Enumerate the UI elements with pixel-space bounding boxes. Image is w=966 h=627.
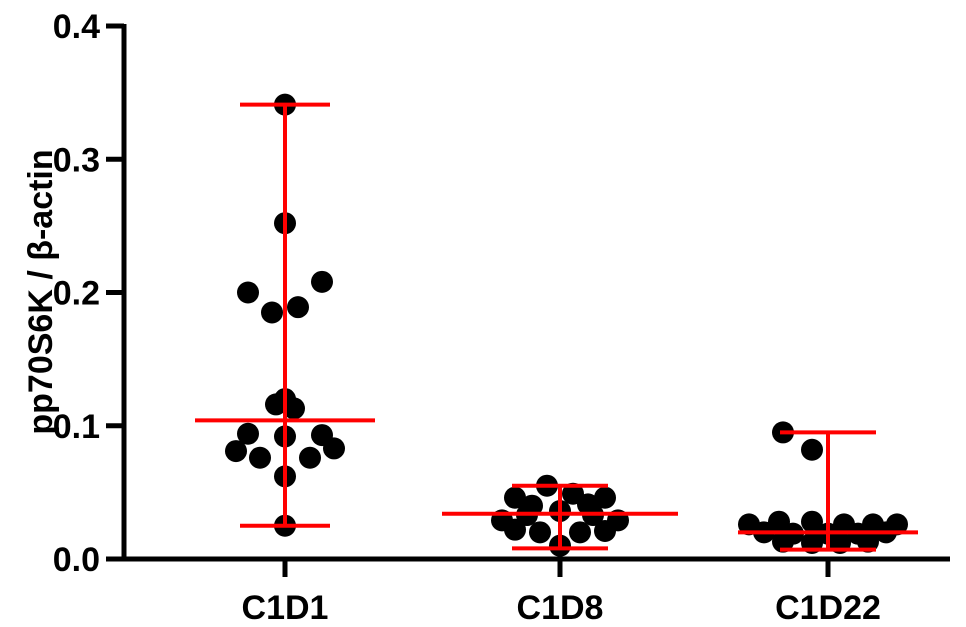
y-axis-title: pp70S6K / β-actin bbox=[22, 149, 60, 434]
y-tick-label: 0.4 bbox=[53, 8, 100, 46]
data-point bbox=[529, 521, 551, 544]
x-axis: C1D1 C1D8 C1D22 bbox=[122, 556, 950, 627]
x-tick-label: C1D1 bbox=[242, 589, 329, 627]
data-point bbox=[594, 486, 616, 509]
data-point bbox=[237, 422, 259, 445]
group-c1d8 bbox=[442, 474, 678, 557]
data-point bbox=[569, 521, 591, 544]
y-tick-label: 0.2 bbox=[53, 275, 100, 313]
data-point bbox=[283, 397, 305, 420]
group-c1d1 bbox=[195, 93, 375, 537]
data-point bbox=[311, 270, 333, 293]
data-point bbox=[594, 520, 616, 543]
data-point bbox=[772, 530, 794, 553]
data-point bbox=[287, 296, 309, 319]
data-point bbox=[323, 437, 345, 460]
plot-area bbox=[195, 93, 918, 557]
data-point bbox=[225, 440, 247, 463]
data-point bbox=[801, 438, 823, 461]
y-tick-label: 0.3 bbox=[53, 141, 100, 179]
y-tick-label: 0.0 bbox=[53, 541, 100, 579]
x-tick-label: C1D22 bbox=[775, 589, 881, 627]
data-point bbox=[857, 530, 879, 553]
data-point bbox=[801, 510, 823, 533]
y-axis: 0.0 0.1 0.2 0.3 0.4 bbox=[53, 8, 127, 579]
data-point bbox=[299, 446, 321, 469]
data-point bbox=[504, 518, 526, 541]
y-tick-label: 0.1 bbox=[53, 408, 100, 446]
group-c1d22 bbox=[738, 421, 918, 555]
x-tick-label: C1D8 bbox=[517, 589, 604, 627]
data-point bbox=[237, 281, 259, 304]
data-point bbox=[249, 446, 271, 469]
data-point bbox=[261, 301, 283, 324]
data-point bbox=[504, 486, 526, 509]
